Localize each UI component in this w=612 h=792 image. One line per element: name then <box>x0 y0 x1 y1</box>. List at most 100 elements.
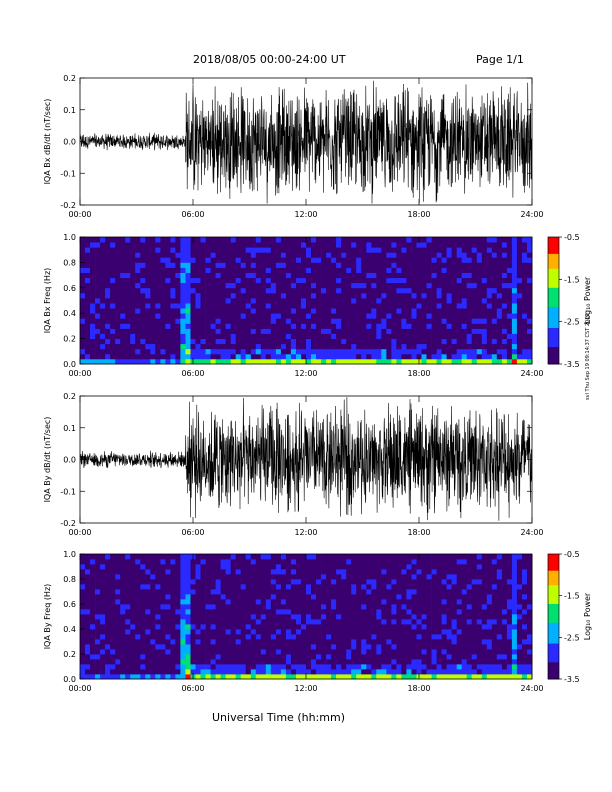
heatmap-cell <box>306 323 312 329</box>
heatmap-cell <box>527 287 533 294</box>
heatmap-cell <box>265 559 272 565</box>
heatmap-cell <box>140 313 146 319</box>
heatmap-cell <box>386 318 392 324</box>
heatmap-cell <box>120 282 126 289</box>
heatmap-cell <box>150 333 156 339</box>
heatmap-cell <box>155 584 161 590</box>
heatmap-cell <box>195 569 201 575</box>
heatmap-cell <box>527 574 533 580</box>
heatmap-cell <box>346 257 352 263</box>
heatmap-cell <box>155 554 161 560</box>
heatmap-cell <box>245 272 252 279</box>
heatmap-cell <box>321 644 327 650</box>
heatmap-cell <box>195 619 201 625</box>
heatmap-cell <box>250 669 257 675</box>
heatmap-cell <box>511 272 518 279</box>
heatmap-cell <box>381 242 387 248</box>
heatmap-cell <box>331 328 337 334</box>
heatmap-cell <box>205 252 211 258</box>
heatmap-cell <box>496 659 503 665</box>
heatmap-cell <box>275 358 282 365</box>
heatmap-cell <box>431 619 437 625</box>
heatmap-cell <box>225 614 231 620</box>
heatmap-cell <box>145 292 151 299</box>
heatmap-cell <box>260 619 267 625</box>
heatmap-cell <box>135 604 141 610</box>
heatmap-cell <box>290 338 297 345</box>
heatmap-cell <box>165 262 171 268</box>
colorbar-segment <box>548 670 559 674</box>
heatmap-cell <box>356 348 362 355</box>
heatmap-cell <box>200 614 206 620</box>
heatmap-cell <box>301 287 307 294</box>
heatmap-cell <box>351 242 357 248</box>
heatmap-cell <box>200 272 206 279</box>
heatmap-cell <box>506 649 513 655</box>
heatmap-cell <box>476 594 483 600</box>
heatmap-cell <box>481 303 488 309</box>
heatmap-cell <box>376 579 382 585</box>
heatmap-cell <box>235 624 242 630</box>
heatmap-cell <box>522 639 528 645</box>
heatmap-cell <box>491 584 498 590</box>
heatmap-cell <box>486 654 493 660</box>
heatmap-cell <box>431 242 437 248</box>
heatmap-cell <box>170 282 176 289</box>
colorbar-segment <box>548 262 559 265</box>
heatmap-cell <box>130 634 136 640</box>
heatmap-cell <box>516 292 523 299</box>
heatmap-cell <box>185 589 191 595</box>
heatmap-cell <box>496 358 503 365</box>
heatmap-cell <box>120 639 126 645</box>
heatmap-cell <box>371 599 377 605</box>
heatmap-cell <box>316 649 322 655</box>
heatmap-cell <box>85 644 91 650</box>
heatmap-cell <box>290 629 297 635</box>
heatmap-cell <box>421 262 427 268</box>
heatmap-cell <box>456 323 463 329</box>
heatmap-cell <box>316 252 322 258</box>
colorbar-segment <box>548 237 559 240</box>
heatmap-cell <box>185 639 191 645</box>
heatmap-cell <box>240 644 247 650</box>
heatmap-cell <box>311 348 317 355</box>
heatmap-cell <box>245 669 252 675</box>
heatmap-cell <box>105 604 111 610</box>
heatmap-cell <box>522 669 528 675</box>
heatmap-cell <box>125 282 131 289</box>
heatmap-cell <box>185 654 191 660</box>
heatmap-cell <box>95 277 101 284</box>
heatmap-cell <box>411 669 417 675</box>
heatmap-cell <box>175 358 181 365</box>
heatmap-cell <box>451 624 457 630</box>
heatmap-cell <box>456 664 463 670</box>
heatmap-cell <box>250 308 257 314</box>
colorbar-segment <box>548 347 559 350</box>
heatmap-cell <box>491 644 498 650</box>
heatmap-cell <box>511 574 518 580</box>
heatmap-cell <box>165 267 171 273</box>
heatmap-cell <box>321 343 327 350</box>
heatmap-cell <box>301 257 307 263</box>
heatmap-cell <box>406 559 412 565</box>
heatmap-cell <box>190 629 196 635</box>
heatmap-cell <box>230 237 237 243</box>
heatmap-cell <box>90 619 96 625</box>
heatmap-cell <box>426 589 432 595</box>
heatmap-cell <box>426 257 432 263</box>
heatmap-cell <box>240 353 247 360</box>
heatmap-cell <box>155 649 161 655</box>
heatmap-cell <box>346 358 352 365</box>
heatmap-cell <box>441 287 447 294</box>
heatmap-cell <box>105 323 111 329</box>
heatmap-cell <box>250 343 257 350</box>
heatmap-cell <box>471 624 478 630</box>
heatmap-cell <box>130 649 136 655</box>
heatmap-cell <box>255 282 262 289</box>
heatmap-cell <box>366 644 372 650</box>
heatmap-cell <box>491 298 498 304</box>
heatmap-cell <box>381 348 387 355</box>
heatmap-cell <box>165 343 171 350</box>
heatmap-cell <box>476 559 483 565</box>
heatmap-cell <box>527 664 533 670</box>
